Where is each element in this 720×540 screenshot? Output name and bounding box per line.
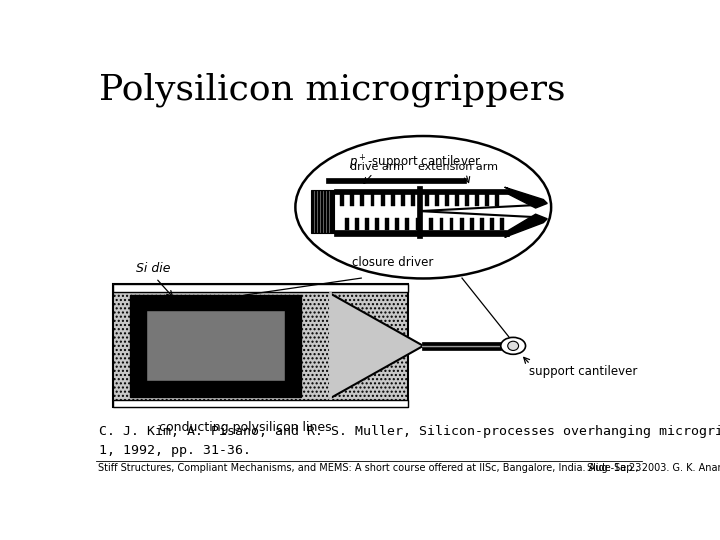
Text: support cantilever: support cantilever <box>528 365 637 378</box>
Polygon shape <box>505 187 547 208</box>
Bar <box>422 342 500 345</box>
Text: extension arm: extension arm <box>418 162 498 172</box>
Bar <box>429 218 433 231</box>
Bar <box>422 347 500 350</box>
Bar <box>130 295 301 397</box>
Bar <box>113 400 408 408</box>
Text: Slide 1a.23: Slide 1a.23 <box>588 463 642 473</box>
Ellipse shape <box>508 341 518 350</box>
Bar <box>401 194 405 206</box>
Polygon shape <box>330 294 423 398</box>
Text: C. J. Kim, A. Pisano, and R. S. Muller, Silicon-processes overhanging microgripp: C. J. Kim, A. Pisano, and R. S. Muller, … <box>99 425 720 457</box>
Bar <box>395 218 399 231</box>
Bar <box>326 178 466 184</box>
Polygon shape <box>505 214 547 237</box>
Bar <box>311 190 334 233</box>
Bar <box>341 194 344 206</box>
Text: Si die: Si die <box>137 262 171 275</box>
Bar <box>445 194 449 206</box>
Bar <box>455 194 459 206</box>
Bar <box>411 194 415 206</box>
Bar <box>435 194 438 206</box>
Bar <box>500 218 504 231</box>
Bar <box>415 218 419 231</box>
Bar <box>439 218 444 231</box>
Bar <box>375 218 379 231</box>
Bar <box>391 194 395 206</box>
Text: $p^+$-support cantilever: $p^+$-support cantilever <box>349 153 482 172</box>
Bar <box>345 218 349 231</box>
Bar <box>449 218 454 231</box>
Bar <box>425 194 428 206</box>
Bar <box>405 218 409 231</box>
Bar <box>113 284 408 292</box>
Bar <box>459 218 464 231</box>
Bar <box>371 194 374 206</box>
Bar <box>465 194 469 206</box>
Bar <box>113 284 408 408</box>
Bar <box>381 194 384 206</box>
Bar <box>351 194 354 206</box>
Bar <box>480 218 484 231</box>
Bar <box>145 310 285 381</box>
Bar <box>485 194 489 206</box>
Bar <box>355 218 359 231</box>
Text: drive arm: drive arm <box>350 162 404 172</box>
Bar <box>113 400 408 408</box>
Text: closure driver: closure driver <box>351 256 433 269</box>
Bar <box>490 218 494 231</box>
Bar <box>385 218 389 231</box>
Bar <box>365 218 369 231</box>
Bar <box>334 231 508 236</box>
Text: Stiff Structures, Compliant Mechanisms, and MEMS: A short course offered at IISc: Stiff Structures, Compliant Mechanisms, … <box>98 463 720 473</box>
Bar <box>334 189 508 194</box>
Bar <box>361 194 364 206</box>
Bar <box>475 194 479 206</box>
Text: conducting polysilicon lines: conducting polysilicon lines <box>158 421 331 434</box>
Ellipse shape <box>295 136 551 279</box>
Bar <box>422 343 500 347</box>
Text: Polysilicon microgrippers: Polysilicon microgrippers <box>99 72 566 107</box>
Bar <box>113 284 408 292</box>
Bar <box>469 218 474 231</box>
Ellipse shape <box>500 338 526 354</box>
Bar <box>495 194 499 206</box>
Bar <box>417 186 423 238</box>
